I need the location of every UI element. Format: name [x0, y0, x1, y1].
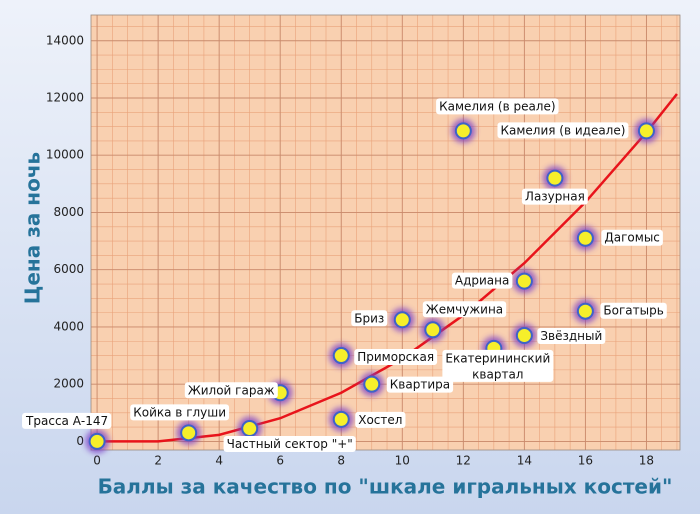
label-group: Богатырь	[600, 302, 667, 319]
point	[332, 410, 350, 428]
plot-border	[90, 14, 681, 451]
label-box	[22, 412, 112, 429]
point	[332, 347, 350, 365]
y-axis-title: Цена за ночь	[21, 152, 45, 304]
point-label: Богатырь	[603, 304, 663, 318]
label-box	[442, 349, 554, 382]
label-group: Камелия (в реале)	[436, 98, 559, 115]
y-tick-label: 0	[76, 434, 84, 448]
label-group: Лазурная	[521, 188, 588, 205]
point-label: Звёздный	[540, 329, 602, 343]
label-group: Екатерининский квартал	[442, 349, 554, 382]
x-tick-label: 8	[337, 454, 345, 468]
label-group: Адриана	[451, 272, 513, 289]
point	[363, 375, 381, 393]
label-box	[386, 376, 454, 393]
point-label: Адриана	[455, 274, 509, 288]
label-box	[601, 229, 663, 246]
point-label: Екатерининский квартал	[445, 351, 550, 381]
point-label: Камелия (в идеале)	[500, 123, 625, 137]
point	[180, 424, 198, 442]
label-box	[521, 188, 588, 205]
point-label: Приморская	[357, 350, 434, 364]
x-tick-label: 12	[456, 454, 471, 468]
point-label: Лазурная	[525, 190, 585, 204]
point-label: Квартира	[390, 378, 450, 392]
label-group: Звёздный	[537, 328, 606, 345]
label-group: Бриз	[351, 310, 388, 327]
y-tick-label: 6000	[53, 262, 84, 276]
y-tick-label: 12000	[46, 90, 84, 104]
y-tick-label: 10000	[46, 148, 84, 162]
point-label: Частный сектор "+"	[227, 437, 353, 451]
point	[546, 169, 564, 187]
point-label: Камелия (в реале)	[439, 99, 555, 113]
label-box	[497, 122, 629, 139]
y-tick-label: 8000	[53, 205, 84, 219]
point-label: Жемчужина	[426, 302, 503, 316]
label-box	[223, 436, 356, 453]
label-box	[184, 382, 278, 399]
x-tick-label: 4	[215, 454, 223, 468]
label-box	[537, 328, 606, 345]
point	[241, 420, 259, 438]
x-tick-label: 6	[276, 454, 284, 468]
label-group: Камелия (в идеале)	[497, 122, 629, 139]
label-box	[451, 272, 513, 289]
point	[637, 122, 655, 140]
x-tick-label: 16	[578, 454, 593, 468]
point	[88, 432, 106, 450]
label-group: Жемчужина	[422, 301, 507, 318]
point-label: Бриз	[354, 311, 384, 325]
point	[424, 321, 442, 339]
x-tick-label: 14	[517, 454, 532, 468]
point-label: Трасса А-147	[25, 414, 108, 428]
label-box	[355, 411, 406, 428]
point-label: Дагомыс	[604, 231, 660, 245]
point-label: Койка в глуши	[133, 405, 226, 419]
label-group: Жилой гараж	[184, 382, 278, 399]
label-group: Хостел	[355, 411, 406, 428]
y-tick-label: 14000	[46, 33, 84, 47]
point-label: Жилой гараж	[188, 383, 275, 397]
label-group: Квартира	[386, 376, 454, 393]
point-label: Хостел	[358, 413, 402, 427]
point	[576, 229, 594, 247]
label-box	[354, 349, 438, 366]
label-box	[351, 310, 388, 327]
point	[576, 302, 594, 320]
label-box	[422, 301, 507, 318]
x-tick-label: 2	[154, 454, 162, 468]
label-group: Дагомыс	[601, 229, 663, 246]
x-tick-label: 18	[639, 454, 654, 468]
x-tick-label: 10	[395, 454, 410, 468]
y-tick-label: 4000	[53, 319, 84, 333]
point	[454, 122, 472, 140]
x-axis-title: Баллы за качество по "шкале игральных ко…	[98, 475, 673, 499]
label-group: Койка в глуши	[130, 404, 230, 421]
label-box	[130, 404, 230, 421]
point	[515, 327, 533, 345]
y-tick-label: 2000	[53, 377, 84, 391]
point	[515, 272, 533, 290]
label-group: Трасса А-147	[22, 412, 112, 429]
label-box	[436, 98, 559, 115]
point	[393, 311, 411, 329]
label-box	[600, 302, 667, 319]
x-tick-label: 0	[93, 454, 101, 468]
label-group: Частный сектор "+"	[223, 436, 356, 453]
label-group: Приморская	[354, 349, 438, 366]
